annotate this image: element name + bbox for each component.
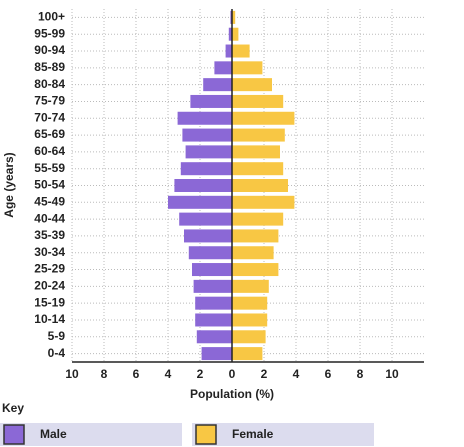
- x-tick-label: 6: [133, 367, 140, 381]
- legend-label: Male: [40, 427, 67, 441]
- y-tick-label: 50-54: [34, 178, 65, 192]
- y-tick-label: 35-39: [34, 228, 65, 242]
- bar: [232, 263, 279, 277]
- bar: [232, 78, 272, 92]
- y-tick-label: 0-4: [48, 346, 66, 360]
- bar: [230, 10, 232, 24]
- bar: [196, 330, 232, 344]
- bar: [185, 145, 232, 159]
- y-tick-label: 80-84: [34, 77, 65, 91]
- bar: [201, 347, 232, 361]
- bar: [232, 111, 295, 125]
- x-tick-label: 8: [357, 367, 364, 381]
- x-tick-label: 8: [101, 367, 108, 381]
- bar: [190, 94, 232, 108]
- y-tick-label: 25-29: [34, 262, 65, 276]
- x-tick-label: 10: [385, 367, 399, 381]
- bar: [232, 94, 284, 108]
- bar: [180, 162, 232, 176]
- x-tick-label: 0: [229, 367, 236, 381]
- y-tick-label: 55-59: [34, 161, 65, 175]
- bar: [232, 44, 250, 58]
- legend-title: Key: [2, 401, 24, 415]
- bar: [232, 61, 263, 75]
- bar: [232, 145, 280, 159]
- bar: [232, 162, 284, 176]
- legend-swatch: [3, 424, 25, 445]
- bar: [232, 347, 263, 361]
- bar: [184, 229, 232, 243]
- y-tick-label: 75-79: [34, 94, 65, 108]
- bar: [232, 27, 239, 41]
- bar: [195, 313, 232, 327]
- bar: [174, 179, 232, 192]
- x-tick-label: 4: [165, 367, 172, 381]
- bar: [232, 179, 288, 192]
- y-tick-label: 15-19: [34, 295, 65, 309]
- bar: [195, 296, 232, 310]
- legend-box: [0, 423, 182, 446]
- bar: [188, 246, 232, 260]
- legend-label: Female: [232, 427, 274, 441]
- y-tick-label: 70-74: [34, 110, 65, 124]
- x-tick-label: 10: [65, 367, 79, 381]
- bar: [228, 27, 232, 41]
- bar: [232, 313, 268, 327]
- bar: [177, 111, 232, 125]
- y-tick-label: 90-94: [34, 43, 65, 57]
- bar: [232, 296, 268, 310]
- y-tick-label: 30-34: [34, 245, 65, 259]
- x-axis-label: Population (%): [190, 387, 274, 401]
- y-tick-label: 85-89: [34, 60, 65, 74]
- y-tick-label: 45-49: [34, 194, 65, 208]
- y-tick-label: 20-24: [34, 279, 65, 293]
- x-tick-label: 2: [197, 367, 204, 381]
- y-tick-label: 5-9: [48, 329, 66, 343]
- y-tick-label: 65-69: [34, 127, 65, 141]
- bar: [232, 128, 285, 142]
- x-tick-label: 6: [325, 367, 332, 381]
- bar: [232, 10, 236, 24]
- bar: [192, 263, 232, 277]
- y-tick-label: 95-99: [34, 26, 65, 40]
- legend-swatch: [195, 424, 217, 445]
- bar: [179, 212, 232, 226]
- bar: [168, 195, 232, 209]
- y-tick-label: 60-64: [34, 144, 65, 158]
- bar: [232, 195, 295, 209]
- y-axis-label: Age (years): [2, 152, 16, 217]
- bar: [214, 61, 232, 75]
- bar: [225, 44, 232, 58]
- bar: [182, 128, 232, 142]
- x-tick-label: 2: [261, 367, 268, 381]
- bar: [203, 78, 232, 92]
- bar: [232, 330, 266, 344]
- bar: [232, 212, 284, 226]
- bar: [232, 279, 269, 293]
- bar: [193, 279, 232, 293]
- y-tick-label: 100+: [38, 10, 65, 24]
- y-tick-label: 40-44: [34, 211, 65, 225]
- bar: [232, 229, 279, 243]
- y-tick-label: 10-14: [34, 312, 65, 326]
- legend-box: [192, 423, 374, 446]
- x-tick-label: 4: [293, 367, 300, 381]
- bar: [232, 246, 274, 260]
